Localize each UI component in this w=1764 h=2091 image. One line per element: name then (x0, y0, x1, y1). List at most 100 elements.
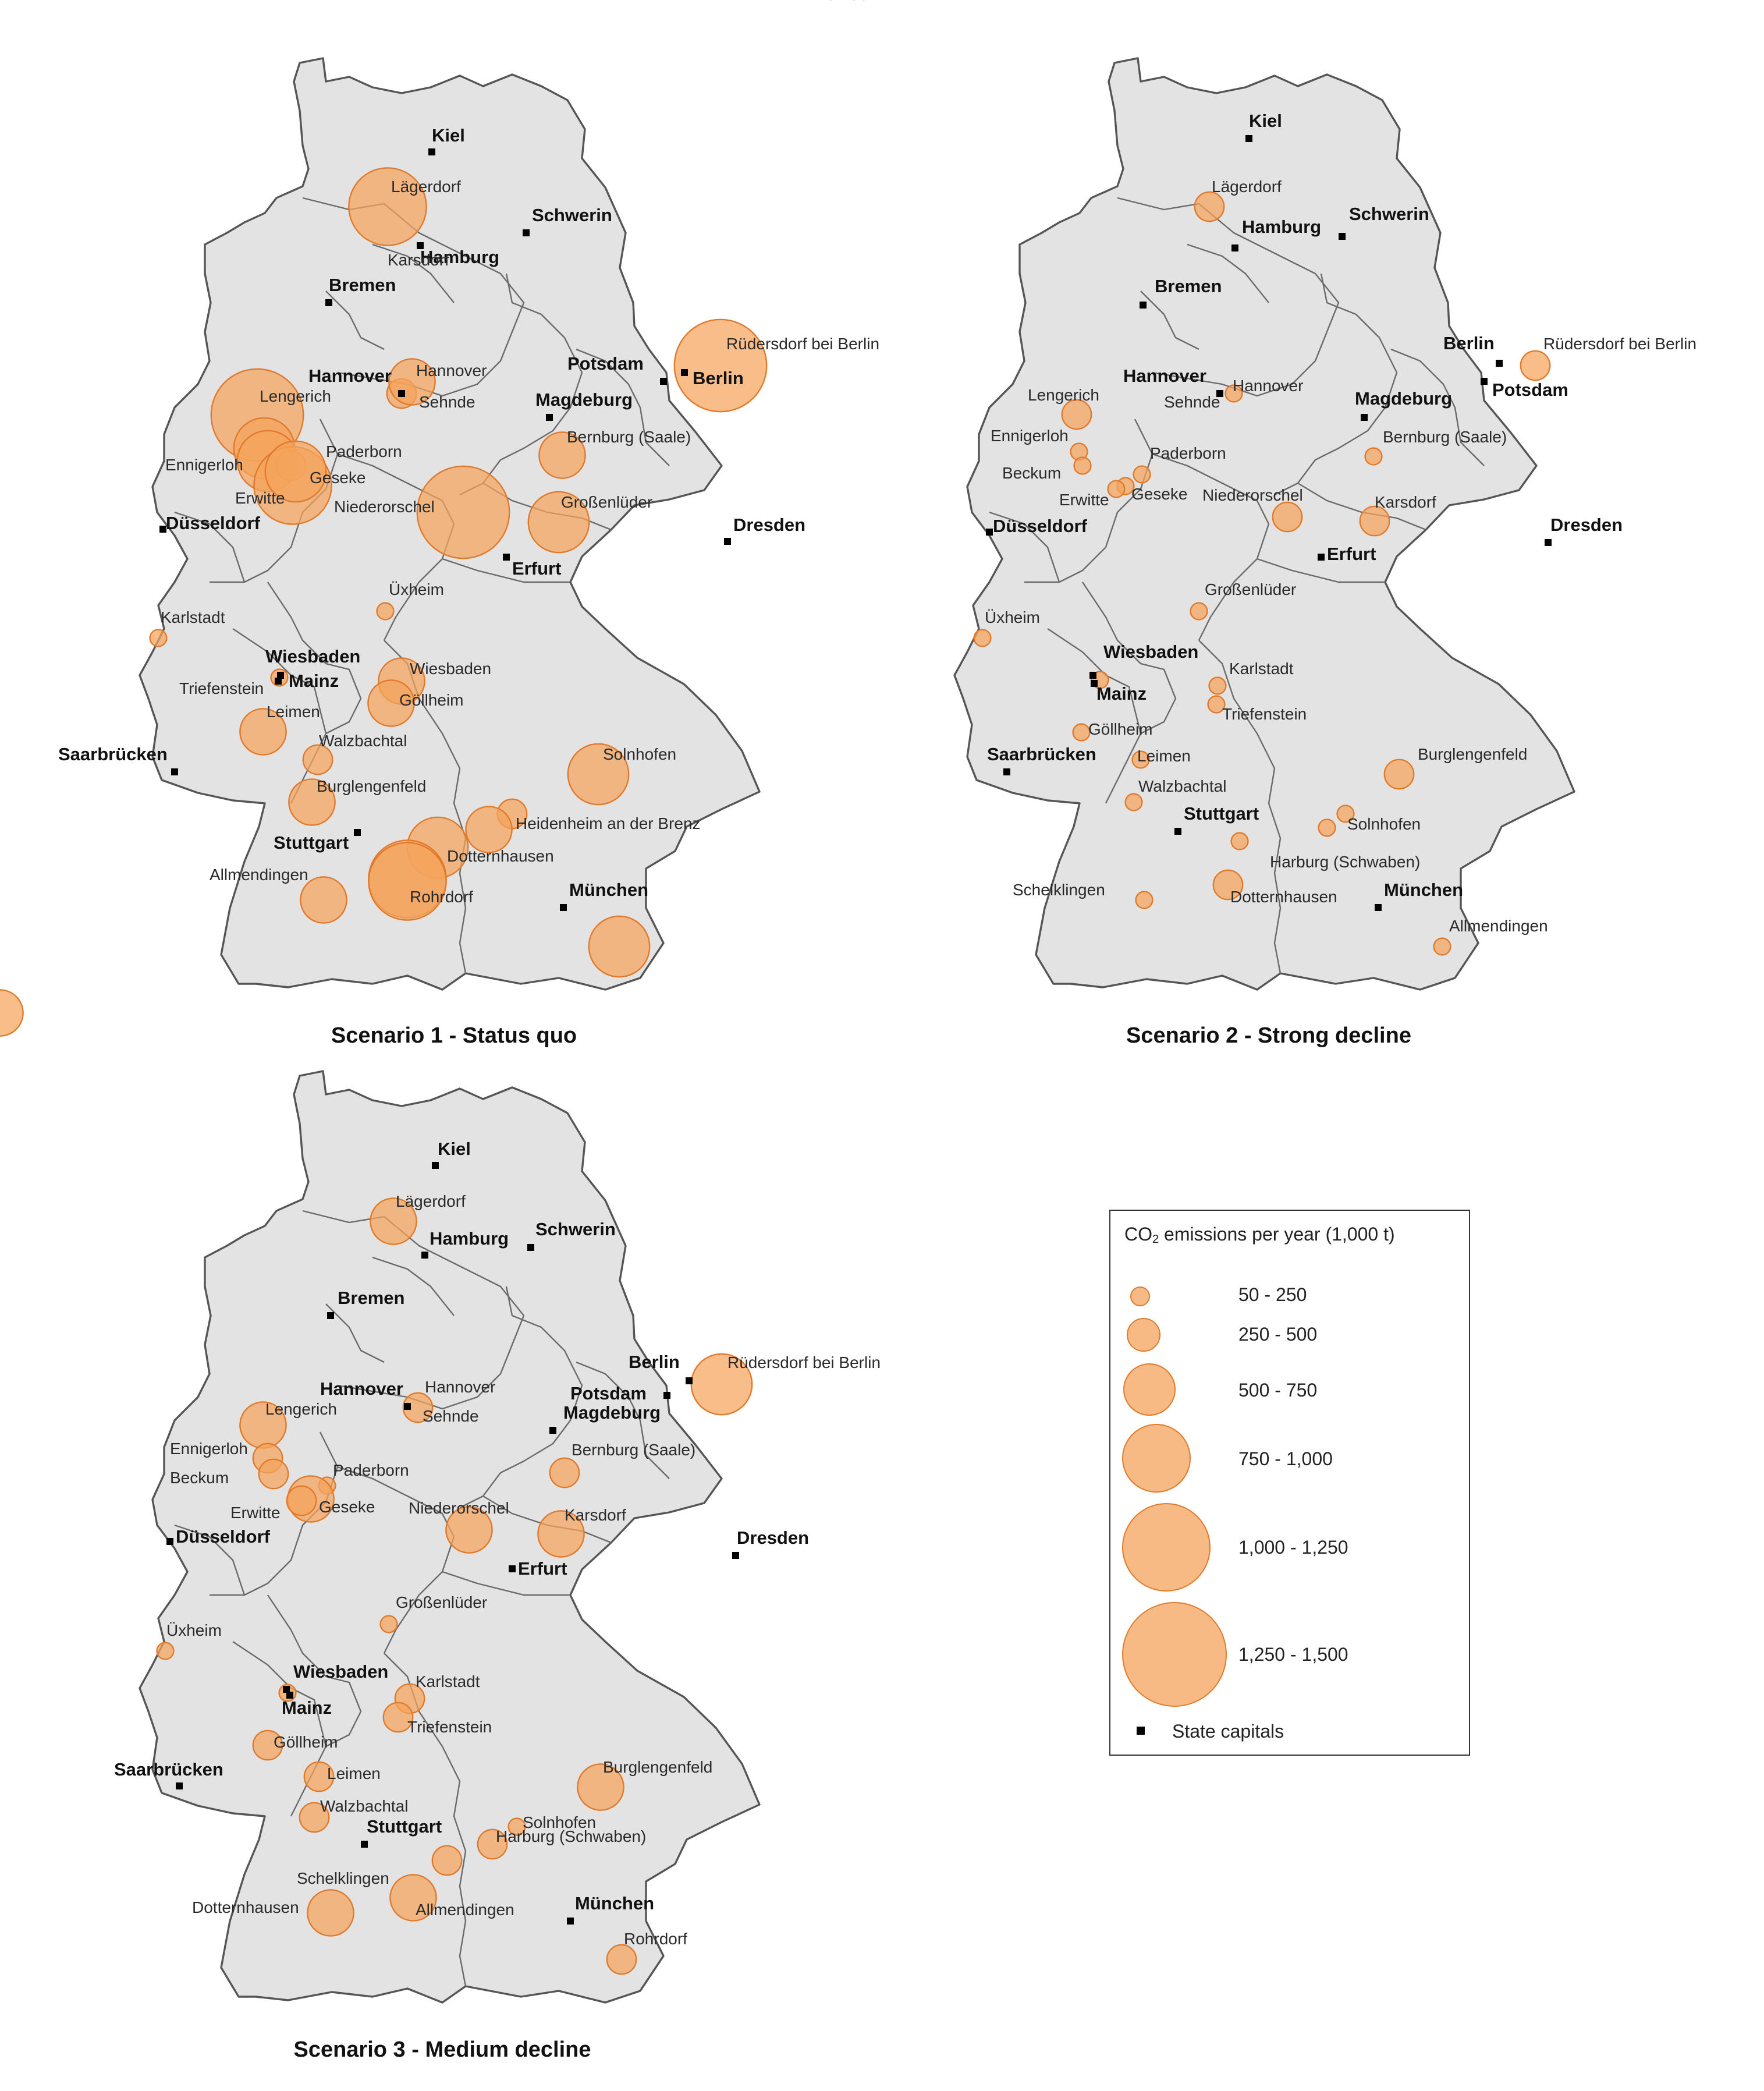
plant-bubble-bernburg-saale- (538, 431, 586, 479)
plant-label-karsdorf: Karsdorf (388, 251, 449, 269)
capital-label-wiesbaden: Wiesbaden (1103, 642, 1198, 662)
capital-label-hamburg: Hamburg (430, 1228, 509, 1249)
capital-label-d-sseldorf: Düsseldorf (176, 1526, 271, 1547)
plant-label-sehnde: Sehnde (1164, 393, 1220, 411)
plant-label-paderborn: Paderborn (1150, 444, 1226, 462)
capital-marker-icon (660, 378, 667, 385)
capital-label-wiesbaden: Wiesbaden (265, 646, 360, 667)
plant-label-hannover: Hannover (425, 1378, 495, 1396)
plant-label-g-llheim: Göllheim (1088, 720, 1152, 738)
plant-bubble-niederorschel (416, 465, 510, 559)
capital-label-hannover: Hannover (1123, 366, 1206, 386)
capital-marker-icon (361, 1841, 368, 1848)
capital-label-erfurt: Erfurt (518, 1558, 567, 1579)
capital-marker-icon (428, 148, 435, 155)
plant-label--xheim: Üxheim (985, 608, 1040, 626)
plant-label-allmendingen: Allmendingen (1449, 917, 1548, 935)
plant-bubble-leimen (303, 1761, 335, 1792)
plant-bubble-burglengenfeld (567, 743, 630, 806)
capital-marker-icon (277, 672, 284, 679)
capital-label-d-sseldorf: Düsseldorf (993, 516, 1088, 536)
plant-label-triefenstein: Triefenstein (179, 679, 264, 697)
plant-bubble-paderborn (1133, 465, 1151, 484)
capital-label-hamburg: Hamburg (1242, 217, 1321, 237)
plant-label-rohrdorf: Rohrdorf (624, 1930, 687, 1948)
capital-marker-icon (398, 390, 405, 397)
state-border-12 (372, 1256, 455, 1316)
plant-label-bernburg-saale-: Bernburg (Saale) (567, 428, 691, 446)
capital-label-berlin: Berlin (1443, 333, 1495, 353)
plant-bubble-g-llheim (239, 708, 287, 756)
plant-label-beckum: Beckum (170, 1469, 229, 1487)
plant-label-geseke: Geseke (310, 469, 366, 487)
capital-marker-icon (549, 1427, 556, 1434)
plant-bubble-karlstadt (1208, 676, 1227, 695)
plant-label-bernburg-saale-: Bernburg (Saale) (572, 1441, 695, 1459)
plant-label-r-dersdorf-bei-berlin: Rüdersdorf bei Berlin (727, 1353, 881, 1371)
capital-label-hannover: Hannover (320, 1378, 403, 1399)
capital-marker-icon (283, 1686, 290, 1693)
plant-bubble-walzbachtal (299, 1802, 330, 1833)
plant-bubble--xheim (149, 629, 168, 647)
capital-marker-icon (986, 529, 993, 536)
plant-bubble-g-llheim (1072, 723, 1091, 742)
capital-marker-icon (275, 678, 282, 685)
plant-bubble-rohrdorf (1433, 937, 1451, 956)
state-border-12 (1187, 243, 1269, 303)
plant-label-leimen: Leimen (327, 1764, 381, 1782)
plant-bubble-bernburg-saale- (1364, 447, 1383, 466)
capital-marker-icon (421, 1252, 428, 1259)
capital-marker-icon (1091, 680, 1098, 687)
legend-title-subscript: 2 (1152, 1233, 1159, 1246)
capital-label-m-nchen: München (1384, 880, 1463, 900)
capital-marker-icon (325, 299, 332, 306)
legend-label-class-4: 750 - 1,000 (1238, 1448, 1333, 1469)
capital-label-bremen: Bremen (338, 1288, 404, 1308)
state-border-2 (459, 273, 583, 496)
plant-bubble-rohrdorf (0, 989, 24, 1037)
plant-label-gro-enl-der: Großenlüder (561, 493, 652, 511)
plant-label-burglengenfeld: Burglengenfeld (317, 777, 426, 795)
state-border-7 (1257, 558, 1385, 583)
capital-marker-icon (681, 369, 688, 376)
capital-marker-icon (166, 1538, 173, 1545)
plant-label-walzbachtal: Walzbachtal (319, 732, 407, 750)
plant-label-erwitte: Erwitte (1059, 491, 1109, 509)
state-border-7 (442, 558, 570, 583)
caption-scenario-2: Scenario 2 - Strong decline (1126, 1023, 1411, 1048)
state-border-9 (1082, 582, 1177, 735)
plant-label-lengerich: Lengerich (260, 387, 331, 405)
plant-bubble-burglengenfeld (577, 1763, 624, 1811)
capital-label-erfurt: Erfurt (1327, 544, 1376, 564)
plant-label-gro-enl-der: Großenlüder (396, 1593, 487, 1611)
plant-bubble-harburg-schwaben- (477, 1828, 508, 1860)
plant-label-r-dersdorf-bei-berlin: Rüdersdorf bei Berlin (1543, 335, 1696, 353)
plant-bubble-dotternhausen (606, 1944, 637, 1975)
capital-marker-icon (171, 768, 178, 775)
plant-bubble--xheim (156, 1642, 175, 1660)
capital-label-saarbr-cken: Saarbrücken (58, 744, 168, 764)
plant-label-geseke: Geseke (1131, 485, 1188, 503)
capital-marker-icon (1339, 233, 1346, 240)
plant-label-leimen: Leimen (267, 703, 320, 721)
plant-label-triefenstein: Triefenstein (1222, 705, 1307, 723)
plant-bubble-rohrdorf (588, 915, 651, 978)
plant-label-karlstadt: Karlstadt (161, 608, 225, 626)
plant-label-dotternhausen: Dotternhausen (447, 847, 554, 865)
legend-bubble-class-4 (1122, 1424, 1191, 1493)
plant-label-karlstadt: Karlstadt (416, 1672, 480, 1690)
state-border-10 (232, 1641, 327, 1817)
plant-bubble-r-dersdorf-bei-berlin (673, 318, 768, 413)
plant-bubble-triefenstein (1207, 695, 1226, 714)
plant-bubble-harburg-schwaben- (1318, 818, 1336, 837)
capital-marker-icon (404, 1403, 411, 1410)
plant-label-schelklingen: Schelklingen (297, 1869, 389, 1887)
plant-label-karsdorf: Karsdorf (565, 1506, 626, 1524)
plant-label-walzbachtal: Walzbachtal (320, 1797, 408, 1815)
capital-marker-icon (724, 538, 731, 545)
legend-capital-marker-icon (1137, 1727, 1145, 1735)
capital-marker-icon (1216, 390, 1223, 397)
plant-label-solnhofen: Solnhofen (603, 745, 676, 763)
capital-marker-icon (503, 554, 510, 561)
plant-bubble-walzbachtal (288, 778, 336, 826)
